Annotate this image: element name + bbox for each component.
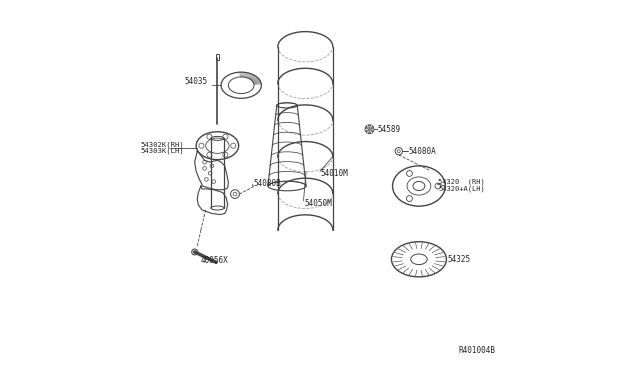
- Circle shape: [192, 249, 198, 255]
- Text: 54320+A(LH): 54320+A(LH): [438, 186, 484, 192]
- Text: 54320  (RH): 54320 (RH): [438, 178, 484, 185]
- Text: 54325: 54325: [447, 255, 470, 264]
- Text: R401004B: R401004B: [459, 346, 496, 355]
- Bar: [216, 54, 219, 60]
- Text: 54010M: 54010M: [321, 169, 349, 178]
- Circle shape: [365, 125, 374, 134]
- Text: 54080B: 54080B: [253, 179, 281, 187]
- Text: 40056X: 40056X: [201, 256, 228, 264]
- Text: 54050M: 54050M: [305, 199, 332, 208]
- Text: 54589: 54589: [378, 125, 401, 134]
- Text: 54080A: 54080A: [409, 147, 436, 156]
- Text: 54035: 54035: [184, 77, 207, 86]
- Text: 54302K(RH): 54302K(RH): [140, 142, 184, 148]
- Text: 54303K(LH): 54303K(LH): [140, 148, 184, 154]
